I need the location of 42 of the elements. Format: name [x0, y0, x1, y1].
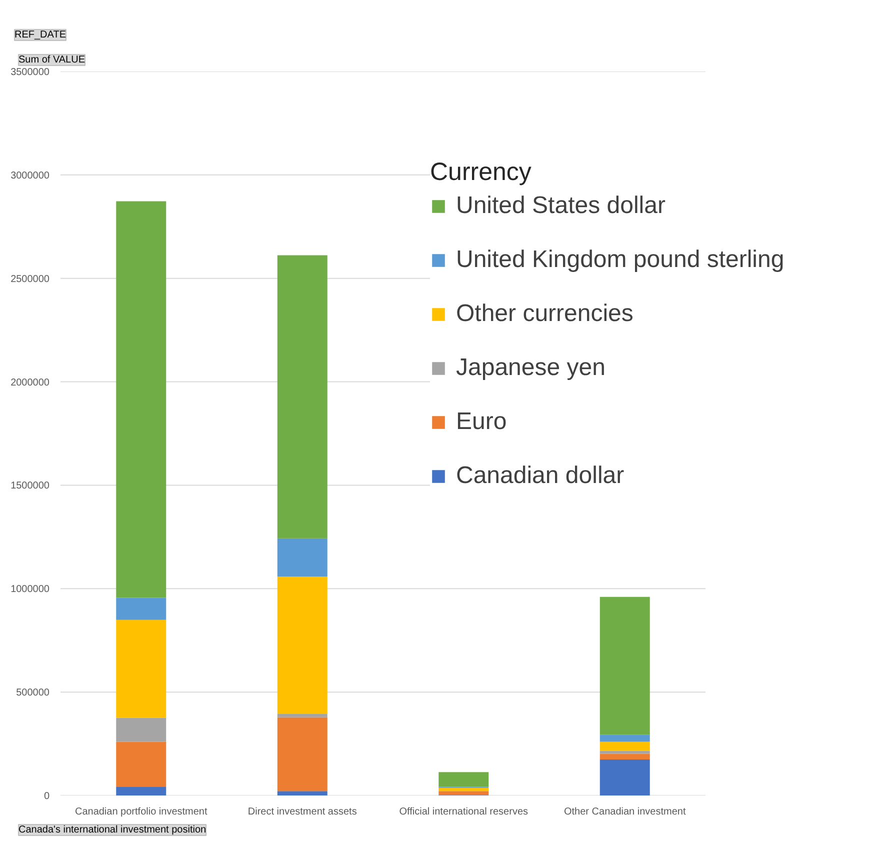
- bar: [277, 255, 328, 538]
- bar: [277, 576, 328, 714]
- y-tick-label: 2500000: [10, 274, 50, 285]
- bar: [600, 742, 650, 751]
- bar: [116, 786, 166, 796]
- x-tick-label: Canadian portfolio investment: [74, 806, 208, 818]
- legend-label: Other currencies: [456, 300, 634, 328]
- bar: [277, 714, 328, 718]
- bar: [116, 201, 166, 598]
- legend-title: Currency: [430, 158, 532, 187]
- x-tick-label: Official international reserves: [399, 806, 528, 818]
- bar: [116, 598, 166, 620]
- legend-label: United States dollar: [456, 192, 666, 220]
- bar: [116, 742, 166, 787]
- legend-label: Japanese yen: [456, 354, 606, 382]
- bar: [438, 791, 489, 796]
- legend-label: Canadian dollar: [456, 462, 624, 490]
- bar: [600, 754, 650, 760]
- text: Sum of VALUE: [18, 54, 86, 66]
- text: Canada's international investment position: [18, 824, 206, 836]
- y-tick-label: 2000000: [10, 377, 50, 388]
- y-tick-label: 0: [44, 791, 50, 802]
- legend-label: Euro: [456, 408, 507, 436]
- bar: [277, 538, 328, 577]
- bar: [438, 772, 489, 787]
- bar: [600, 596, 650, 735]
- bar: [438, 788, 489, 792]
- y-tick-label: 3000000: [10, 170, 50, 182]
- legend-label: United Kingdom pound sterling: [456, 246, 784, 274]
- bar: [116, 620, 166, 718]
- x-tick-label: Other Canadian investment: [564, 806, 686, 818]
- bar: [277, 717, 328, 792]
- y-tick-label: 1000000: [10, 584, 50, 596]
- y-tick-label: 1500000: [10, 480, 50, 492]
- bar: [600, 734, 650, 742]
- y-tick-label: 3500000: [10, 67, 50, 78]
- bar: [116, 718, 166, 742]
- bar: [277, 791, 328, 796]
- x-tick-label: Direct investment assets: [248, 806, 357, 818]
- bar: [600, 760, 650, 796]
- text: REF_DATE: [14, 30, 66, 40]
- y-tick-label: 500000: [16, 688, 50, 699]
